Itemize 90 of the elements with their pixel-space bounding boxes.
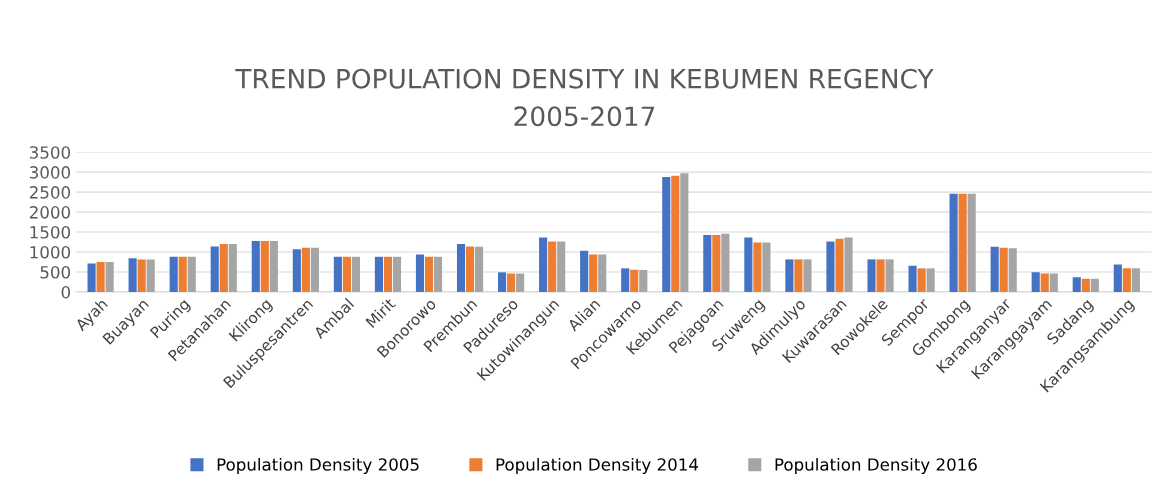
bar	[712, 235, 721, 292]
bar	[456, 244, 466, 292]
bar	[333, 256, 342, 292]
bar	[146, 259, 155, 292]
bar	[885, 259, 894, 292]
bar	[598, 254, 607, 292]
bar	[178, 256, 187, 292]
bar	[1131, 268, 1140, 292]
bar	[1072, 277, 1081, 292]
bar	[967, 193, 976, 292]
bar	[251, 241, 260, 292]
y-tick-label: 500	[40, 265, 71, 279]
bar	[424, 256, 434, 292]
y-tick-label: 1500	[30, 226, 71, 239]
bar	[958, 193, 967, 292]
bar	[87, 263, 96, 292]
legend-label: Population Density 2005	[217, 457, 419, 475]
bar	[803, 259, 812, 292]
bar	[310, 247, 319, 292]
bar	[516, 273, 525, 292]
bar	[128, 258, 137, 292]
bar	[580, 250, 589, 292]
bar	[949, 193, 958, 292]
bar	[374, 256, 383, 292]
bar	[557, 241, 566, 292]
bar	[475, 246, 484, 292]
bar	[1049, 273, 1058, 292]
legend-label: Population Density 2014	[496, 457, 699, 475]
bar	[680, 173, 689, 292]
bar	[630, 269, 639, 292]
bar	[137, 259, 146, 292]
chart-title: TREND POPULATION DENSITY IN KEBUMEN REGENCY 2005-2017	[235, 68, 934, 127]
bar	[1040, 273, 1049, 292]
y-tick-label: 2500	[29, 186, 71, 199]
bar	[785, 259, 794, 292]
bar	[835, 238, 844, 292]
bar	[219, 244, 228, 292]
bar	[867, 259, 876, 292]
y-tick-label: 1000	[30, 245, 71, 259]
bar	[392, 256, 402, 292]
bar	[926, 268, 935, 292]
bar	[433, 256, 443, 292]
bar	[703, 235, 712, 292]
bar	[187, 256, 196, 292]
bar	[1122, 268, 1131, 292]
bar	[465, 246, 475, 292]
bar	[662, 176, 671, 292]
bar	[1081, 278, 1090, 292]
bar	[999, 247, 1008, 292]
bar	[1090, 278, 1099, 292]
bar	[908, 265, 917, 292]
y-tick-label: 3000	[29, 166, 71, 179]
bar	[621, 268, 630, 292]
bar	[876, 259, 885, 292]
bar	[826, 241, 835, 292]
bar	[301, 247, 310, 292]
bar	[794, 259, 803, 292]
y-tick-label: 0	[61, 285, 71, 299]
bar	[105, 261, 114, 292]
bar	[342, 256, 351, 292]
bar	[639, 269, 648, 292]
bar	[1113, 264, 1122, 292]
bar	[844, 237, 853, 292]
y-tick-label: 3500	[29, 146, 71, 159]
bar	[210, 246, 219, 292]
legend-label: Population Density 2016	[775, 457, 977, 475]
bar	[1008, 248, 1017, 292]
bar	[721, 233, 730, 292]
bar	[96, 261, 105, 292]
bar	[415, 254, 425, 292]
bar	[917, 268, 926, 292]
bar	[507, 273, 516, 292]
bar	[671, 175, 680, 292]
y-tick-label: 2000	[29, 206, 71, 219]
bar	[753, 242, 762, 292]
bar	[539, 237, 548, 292]
bar	[260, 241, 269, 292]
bar	[498, 272, 507, 292]
bar	[269, 241, 278, 292]
bar	[762, 242, 771, 292]
bar	[744, 237, 753, 292]
bar	[548, 241, 557, 292]
bar	[990, 246, 999, 292]
bar	[292, 249, 301, 292]
bar	[351, 256, 360, 292]
bar	[383, 256, 393, 292]
bar	[1031, 272, 1040, 292]
bar	[589, 254, 598, 292]
bar	[228, 244, 237, 292]
bar	[169, 256, 178, 292]
